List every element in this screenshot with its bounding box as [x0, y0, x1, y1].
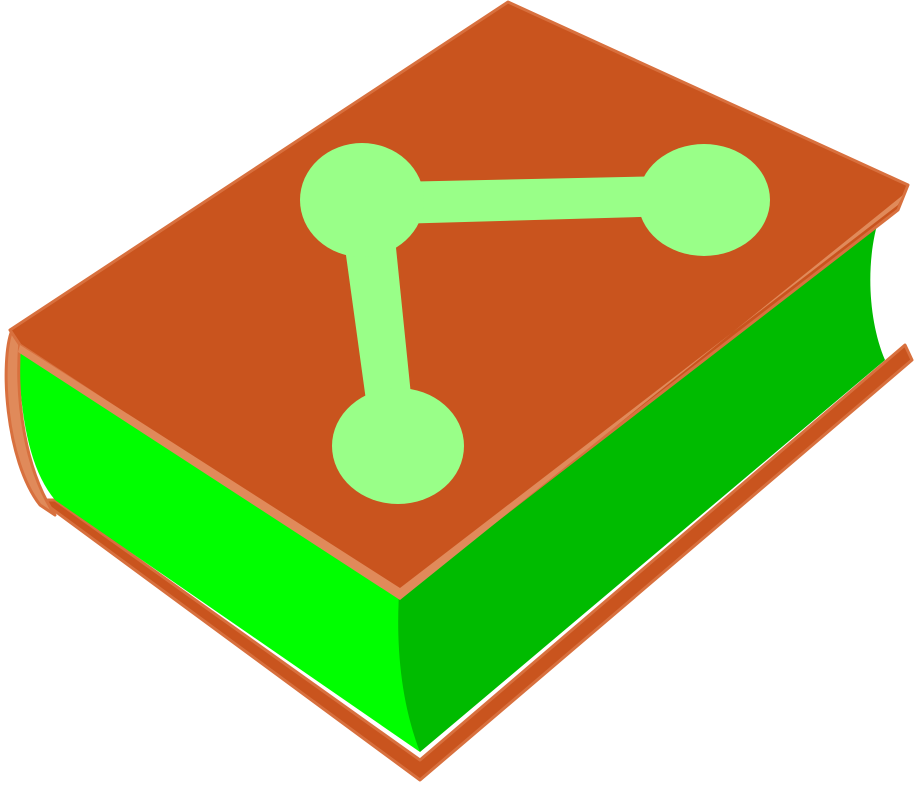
- graph-nodes: [300, 143, 770, 504]
- graph-edge-top: [392, 176, 674, 224]
- book-spine: [4, 328, 57, 517]
- pages-front: [18, 345, 420, 752]
- pages-side: [398, 215, 885, 752]
- graph-node-left: [300, 143, 424, 257]
- graph-node-right: [638, 144, 770, 256]
- graph-edges: [345, 176, 674, 415]
- graph-edge-left: [345, 238, 412, 415]
- graph-node-bottom: [332, 388, 464, 504]
